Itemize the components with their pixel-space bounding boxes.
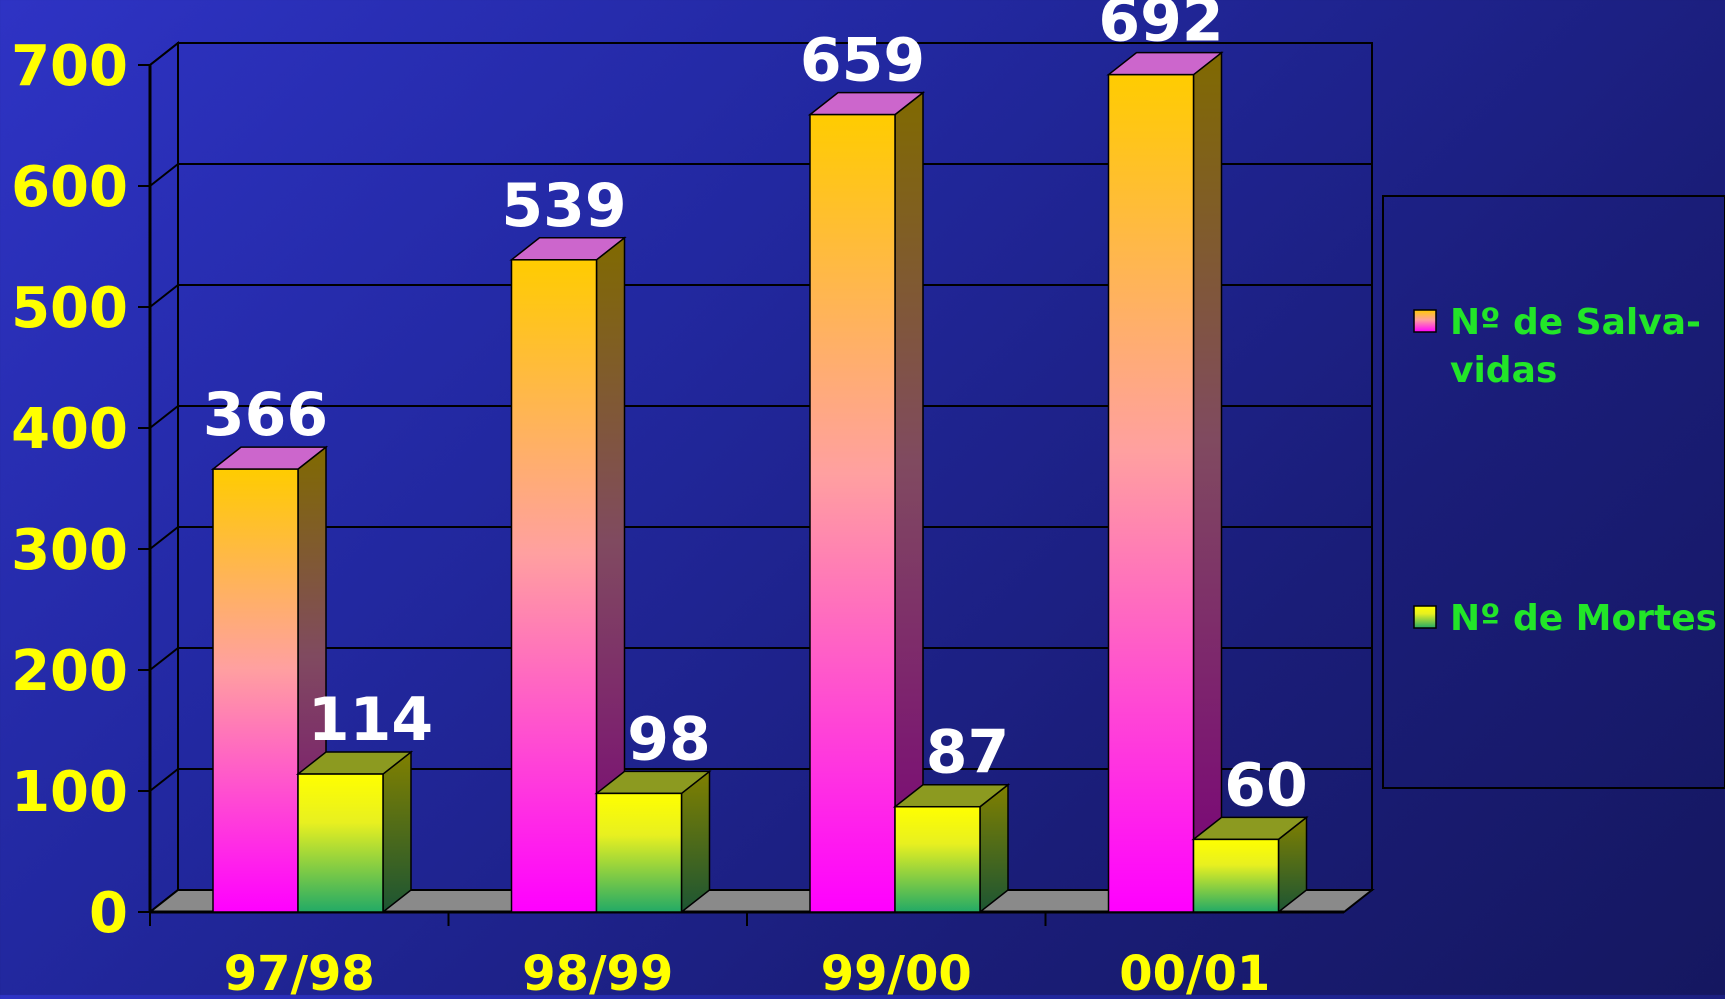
legend-swatch [1413, 605, 1437, 629]
x-tick-label: 97/98 [224, 946, 375, 995]
gridline-diagonal [149, 284, 179, 308]
legend-label: Nº de Salva- [1450, 302, 1701, 343]
labels-layer: 0 100 200 300 400 500 600 700 97/98 366 114 98/99 53… [11, 0, 1308, 999]
y-tick-label: 600 [11, 155, 128, 220]
data-label: 60 [1224, 750, 1308, 820]
y-tick-label: 200 [11, 639, 128, 704]
gridline-diagonal [149, 768, 179, 792]
bar-front-face [297, 773, 384, 913]
bar-1 [509, 236, 627, 914]
y-tick-label: 400 [11, 397, 128, 462]
gridline-diagonal [149, 647, 179, 671]
legend-label: vidas [1450, 350, 1557, 391]
data-label: 98 [627, 704, 711, 774]
y-tick-label: 100 [11, 760, 128, 825]
bar-1 [807, 91, 926, 914]
data-label: 114 [308, 685, 433, 755]
bar-2 [594, 769, 712, 914]
gridline-diagonal [149, 405, 179, 429]
bar-1 [1106, 51, 1224, 914]
bar-front-face [510, 259, 598, 913]
gridline-diagonal [149, 42, 179, 66]
y-tick-label: 300 [11, 518, 128, 583]
bar-2 [1191, 815, 1309, 914]
bar-side-face [1192, 51, 1223, 914]
x-tick-label: 00/01 [1119, 946, 1270, 995]
x-tick-label: 99/00 [821, 946, 972, 995]
bar-2 [295, 750, 414, 914]
data-label: 87 [926, 718, 1010, 788]
legend: Nº de Salva-vidas Nº de Mortes [1382, 195, 1725, 789]
legend-swatch [1413, 309, 1437, 333]
bar-front-face [595, 792, 683, 913]
bar-side-face [382, 750, 412, 914]
legend-label: Nº de Mortes [1450, 598, 1717, 639]
y-tick-label: 700 [11, 34, 128, 99]
left-wall [149, 40, 179, 915]
data-label: 692 [1098, 0, 1223, 56]
data-label: 659 [800, 26, 925, 96]
bar-front-face [894, 805, 981, 913]
y-tick-label: 0 [89, 881, 128, 946]
bar-2 [892, 783, 1011, 914]
bar-front-face [212, 468, 299, 913]
legend-box [1382, 195, 1725, 789]
bar-1 [210, 445, 329, 914]
data-label: 539 [501, 171, 626, 241]
y-tick-label: 500 [11, 276, 128, 341]
data-label: 366 [203, 380, 328, 450]
bar-front-face [809, 113, 896, 913]
bar-side-face [680, 769, 711, 914]
bars-layer [210, 51, 1309, 914]
x-tick-label: 98/99 [522, 946, 673, 995]
gridline-diagonal [149, 163, 179, 187]
bar-front-face [1107, 73, 1195, 913]
gridline-diagonal [149, 526, 179, 550]
bar-front-face [1192, 838, 1280, 913]
